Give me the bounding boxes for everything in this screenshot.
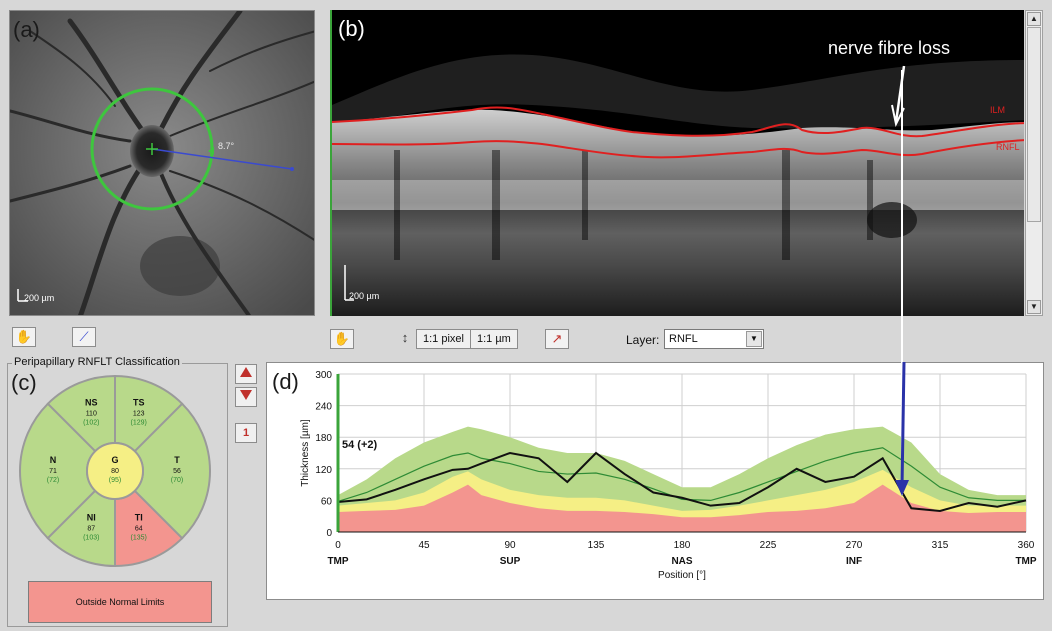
sector-name: T <box>174 455 180 465</box>
sector-normal-value: (72) <box>47 477 59 484</box>
layer-select[interactable]: RNFL ▼ <box>664 329 764 349</box>
sector-normal-value: (70) <box>171 477 183 484</box>
vertical-scale-icon: ↕ <box>401 330 409 345</box>
sector-normal-value: (102) <box>83 420 99 427</box>
layer-edit-tool-icon[interactable]: ↗ <box>545 329 569 349</box>
x-tick-label: 270 <box>846 540 863 551</box>
outside-band-area <box>338 484 1026 532</box>
page-up-button[interactable] <box>235 364 257 384</box>
sector-normal-value: (129) <box>131 420 147 427</box>
mean-line <box>337 447 1026 503</box>
sector-value: 71 <box>49 468 57 475</box>
y-tick-label: 180 <box>315 433 332 444</box>
y-axis-label: Thickness [µm] <box>300 419 311 487</box>
x-tick-label: 90 <box>504 540 516 551</box>
x-axis-label: Position [°] <box>658 570 706 581</box>
sector-value: 123 <box>133 411 145 418</box>
bscan-hand-tool-icon[interactable]: ✋ <box>330 329 354 349</box>
nerve-fibre-loss-annotation: nerve fibre loss <box>828 38 951 58</box>
sector-g <box>86 442 144 500</box>
fundus-measure-tool-icon[interactable]: ⟋ <box>72 327 96 347</box>
chevron-down-icon[interactable]: ▼ <box>746 331 762 347</box>
bscan-scale-label: 200 µm <box>349 291 380 301</box>
region-label: INF <box>846 556 862 567</box>
bscan-scrollbar[interactable]: ▲ ▼ <box>1025 10 1043 316</box>
scan-angle-label: 8.7° <box>218 141 235 151</box>
x-tick-label: 45 <box>418 540 430 551</box>
region-label: NAS <box>671 556 692 567</box>
panel-c-label: (c) <box>11 370 37 395</box>
x-tick-label: 360 <box>1018 540 1035 551</box>
region-label: TMP <box>327 556 348 567</box>
panel-a-label: (a) <box>13 17 40 42</box>
sector-name: NS <box>85 398 98 408</box>
panel-b-label: (b) <box>338 16 365 41</box>
fundus-graphic <box>10 11 314 315</box>
pixel-scale-button[interactable]: 1:1 pixel <box>416 329 471 349</box>
x-tick-label: 315 <box>932 540 949 551</box>
region-label: SUP <box>500 556 521 567</box>
region-label: TMP <box>1015 556 1036 567</box>
sector-name: G <box>111 455 118 465</box>
sector-value: 80 <box>111 468 119 475</box>
rnfl-layer-label: RNFL <box>996 142 1020 152</box>
fundus-image: (a) 8.7° 200 µm <box>9 10 315 316</box>
triangle-up-icon <box>240 367 252 377</box>
scroll-down-arrow-icon[interactable]: ▼ <box>1027 300 1041 314</box>
panel-d-label: (d) <box>272 369 299 394</box>
x-tick-label: 0 <box>335 540 341 551</box>
sector-value: 110 <box>86 411 97 418</box>
page-number: 1 <box>235 423 257 443</box>
x-tick-label: 225 <box>760 540 777 551</box>
bscan-graphic <box>332 10 1024 316</box>
classification-title: Peripapillary RNFLT Classification <box>12 356 182 368</box>
y-tick-label: 0 <box>326 528 332 539</box>
sector-name: NI <box>87 512 96 522</box>
sector-value: 64 <box>135 525 143 532</box>
x-tick-label: 135 <box>588 540 605 551</box>
scrollbar-thumb[interactable] <box>1027 27 1041 222</box>
scroll-up-arrow-icon[interactable]: ▲ <box>1027 12 1041 26</box>
fundus-scale-label: 200 µm <box>24 293 55 303</box>
sector-normal-value: (103) <box>83 534 99 541</box>
y-tick-label: 120 <box>315 465 332 476</box>
sector-normal-value: (95) <box>109 477 121 484</box>
oct-bscan-image: (b) nerve fibre loss ILM RNFL 200 µm <box>330 10 1024 316</box>
sector-normal-value: (135) <box>131 534 147 541</box>
layer-label: Layer: <box>626 333 660 347</box>
classification-result-badge: Outside Normal Limits <box>28 581 212 623</box>
sector-value: 87 <box>87 525 95 532</box>
global-thickness-annotation: 54 (+2) <box>342 439 378 451</box>
page-down-button[interactable] <box>235 387 257 407</box>
y-tick-label: 60 <box>321 496 333 507</box>
thickness-plot: 0 60 120 180 240 300 0 45 90 135 180 225 270 315 360 TM… <box>300 370 1037 581</box>
patient-thickness-line <box>337 451 1027 512</box>
micron-scale-button[interactable]: 1:1 µm <box>470 329 518 349</box>
triangle-down-icon <box>240 390 252 400</box>
sector-value: 56 <box>173 468 181 475</box>
ilm-layer-label: ILM <box>990 105 1006 115</box>
sector-name: N <box>50 455 57 465</box>
layer-select-value: RNFL <box>669 333 698 345</box>
y-tick-label: 300 <box>315 370 332 381</box>
sector-pie-chart: TS 123 (129) NS 110 (102) N 71 (72) NI 87 (103) TI 64… <box>19 374 211 568</box>
fundus-hand-tool-icon[interactable]: ✋ <box>12 327 36 347</box>
y-tick-label: 240 <box>315 402 332 413</box>
x-tick-label: 180 <box>674 540 691 551</box>
sector-name: TI <box>135 512 143 522</box>
sector-name: TS <box>133 398 145 408</box>
